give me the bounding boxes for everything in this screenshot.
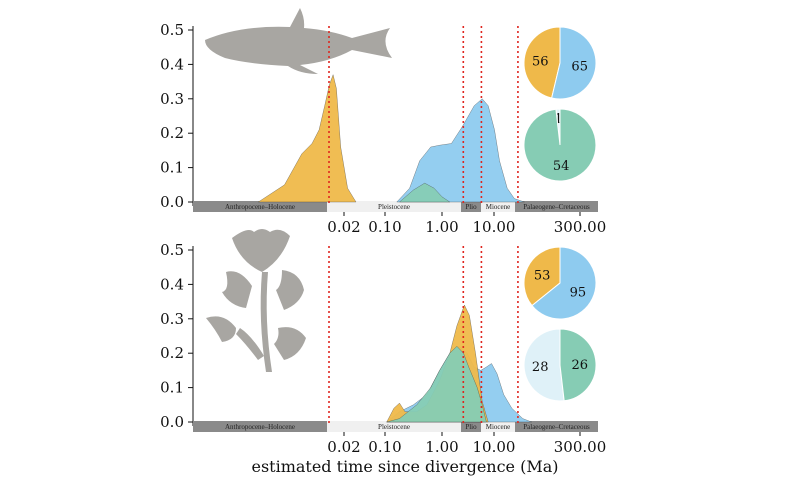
pie-label: 28 (532, 360, 549, 375)
pie-label: 1 (554, 112, 562, 127)
y-tick-label: 0.3 (160, 90, 184, 108)
pie-label: 95 (570, 286, 587, 301)
density-area-green (398, 182, 451, 203)
era-band-segment (193, 421, 327, 432)
pie-label: 56 (532, 55, 549, 70)
era-label: Anthropocene–Holocene (225, 423, 295, 431)
pie-chart: 28 26 (523, 328, 597, 402)
era-band-segment (515, 201, 598, 212)
x-tick-label: 0.10 (368, 218, 401, 236)
era-band-segment (327, 201, 461, 212)
pie-slice (523, 246, 561, 307)
era-label: Palaeogene–Cretaceous (523, 203, 590, 211)
panel-top: 0.0 0.1 0.2 0.3 0.4 0.5 Anthropocene–Holocene P… (160, 21, 606, 236)
pie-chart: 56 65 (523, 26, 597, 100)
era-label: Miocene (486, 203, 511, 211)
fish-silhouette (205, 8, 392, 74)
y-tick-label: 0.0 (160, 413, 184, 431)
x-tick-label: 300.00 (554, 438, 607, 456)
y-tick-label: 0.3 (160, 310, 184, 328)
era-band-segment (481, 201, 515, 212)
y-tick-label: 0.4 (160, 275, 184, 293)
pie-slice (531, 246, 597, 320)
x-tick-label: 0.02 (327, 218, 360, 236)
y-tick-label: 0.2 (160, 124, 184, 142)
x-tick-label: 300.00 (554, 218, 607, 236)
era-band-segment (515, 421, 598, 432)
y-tick-label: 0.5 (160, 241, 184, 259)
pie-slice (523, 26, 561, 99)
y-tick-label: 0.1 (160, 159, 184, 177)
era-label: Anthropocene–Holocene (225, 203, 295, 211)
pie-label: 65 (571, 59, 588, 74)
pie-chart: 1 54 (523, 108, 597, 182)
x-tick-label: 0.02 (327, 438, 360, 456)
density-area-orange (257, 73, 357, 203)
y-tick-label: 0.2 (160, 344, 184, 362)
era-band-segment (193, 201, 327, 212)
pie-slice (523, 108, 597, 182)
y-tick-label: 0.4 (160, 55, 184, 73)
x-tick-label: 10.00 (473, 438, 516, 456)
y-tick-label: 0.5 (160, 21, 184, 39)
era-label: Pleistocene (378, 423, 410, 431)
pie-chart: 53 95 (523, 246, 597, 320)
era-label: Pleistocene (378, 203, 410, 211)
x-tick-label: 1.00 (425, 438, 458, 456)
era-label: Palaeogene–Cretaceous (523, 423, 590, 431)
pie-label: 54 (553, 159, 570, 174)
density-area-blue (396, 98, 525, 203)
panel-bottom: 0.0 0.1 0.2 0.3 0.4 0.5 Anthropocene–Holocene P… (160, 241, 606, 456)
pie-label: 26 (572, 358, 589, 373)
pie-slice (523, 328, 565, 402)
pie-slice (559, 328, 597, 402)
era-band-segment (461, 421, 481, 432)
era-band-segment (481, 421, 515, 432)
x-tick-label: 0.10 (368, 438, 401, 456)
pie-label: 53 (534, 269, 551, 284)
x-tick-label: 10.00 (473, 218, 516, 236)
x-axis-label: estimated time since divergence (Ma) (251, 457, 558, 476)
flower-silhouette (206, 229, 306, 372)
y-tick-label: 0.0 (160, 193, 184, 211)
era-label: Plio (465, 423, 477, 431)
pie-slice (551, 26, 597, 100)
x-tick-label: 1.00 (425, 218, 458, 236)
era-band-segment (327, 421, 461, 432)
y-tick-label: 0.1 (160, 379, 184, 397)
era-band-segment (461, 201, 481, 212)
era-label: Miocene (486, 423, 511, 431)
era-label: Plio (465, 203, 477, 211)
